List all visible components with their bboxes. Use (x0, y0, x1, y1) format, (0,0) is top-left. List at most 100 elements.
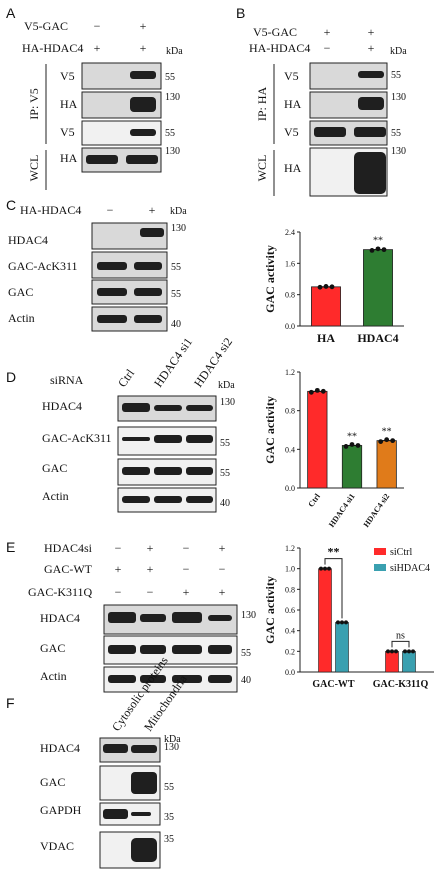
band (134, 288, 162, 296)
band (108, 645, 136, 654)
bar (311, 286, 341, 327)
mw-marker: 55 (391, 70, 401, 81)
panel-e-mark: + (219, 541, 226, 555)
panel-d-kda: kDa (218, 380, 235, 391)
data-point (317, 284, 323, 290)
band (208, 615, 232, 621)
blot-label: V5 (60, 125, 75, 139)
data-point (344, 620, 348, 625)
panel-c-mark: + (149, 203, 156, 217)
band (358, 97, 384, 110)
data-point (308, 389, 314, 395)
band (140, 645, 166, 654)
panel-e-mark: − (115, 541, 122, 555)
panel-e-mark: − (219, 562, 226, 576)
band (208, 645, 232, 654)
panel-d-lane: Ctrl (115, 366, 138, 390)
bar (335, 622, 349, 673)
panel-d-sirna-title: siRNA (50, 373, 84, 387)
mw-marker: 40 (220, 498, 230, 509)
band (140, 228, 164, 237)
band (97, 288, 127, 296)
panel-e-mark: − (183, 541, 190, 555)
panel-b-row-v5-gac: V5-GAC (253, 25, 297, 39)
panel-a-kda: kDa (166, 46, 183, 57)
band (130, 71, 156, 79)
data-point (343, 444, 349, 449)
panel-letter-c: C (6, 197, 16, 213)
blot-f-gapdh (99, 802, 161, 826)
band (131, 772, 157, 794)
band (140, 614, 166, 622)
legend-swatch (374, 564, 386, 571)
panel-d-lane: HDAC4 si1 (151, 335, 195, 390)
panel-d: D siRNA Ctrl HDAC4 si1 HDAC4 si2 kDa HDA… (6, 335, 235, 513)
panel-a: A V5-GAC − + HA-HDAC4 + + kDa IP: V5 WCL… (6, 5, 183, 190)
y-axis-label: GAC activity (263, 396, 277, 464)
mw-marker: 130 (171, 223, 186, 234)
y-tick-label: 0.6 (285, 606, 295, 615)
y-tick-label: 0.0 (285, 484, 295, 493)
chart-e-gac-activity: 0.0 0.2 0.4 0.6 0.8 1.0 1.2 GAC activity ** GAC-W… (263, 544, 434, 690)
y-tick-label: 0.2 (285, 647, 295, 656)
data-point (349, 442, 355, 447)
mw-marker: 55 (164, 782, 174, 793)
mw-marker: 55 (171, 289, 181, 300)
band (131, 812, 151, 816)
mw-marker: 130 (165, 146, 180, 157)
panel-a-mark: + (140, 19, 147, 33)
band (126, 155, 158, 164)
y-tick-label: 1.2 (285, 544, 295, 553)
panel-b-ip-label: IP: HA (255, 87, 269, 122)
band (131, 838, 157, 862)
legend-label: siHDAC4 (390, 563, 430, 574)
data-point (394, 649, 398, 654)
panel-e-mark: + (183, 585, 190, 599)
data-point (327, 566, 331, 571)
panel-e-mark: + (219, 585, 226, 599)
significance-bracket (324, 558, 343, 619)
data-point (323, 566, 327, 571)
mw-marker: 130 (391, 146, 406, 157)
band (154, 435, 182, 443)
mw-marker: 130 (391, 92, 406, 103)
band (122, 467, 150, 475)
data-point (329, 284, 335, 290)
panel-a-row-ha-hdac4: HA-HDAC4 (22, 41, 83, 55)
blot-label: V5 (60, 69, 75, 83)
band (154, 467, 182, 475)
bar (376, 440, 397, 489)
band (108, 612, 136, 623)
panel-e-mark: + (147, 562, 154, 576)
data-point (375, 246, 381, 252)
significance-label: ns (396, 630, 405, 641)
band (97, 262, 127, 270)
blot-label: HA (60, 97, 78, 111)
panel-a-wcl-label: WCL (27, 155, 41, 182)
bar (318, 568, 332, 673)
y-axis-label: GAC activity (263, 245, 277, 313)
panel-e-row-gac-k311q: GAC-K311Q (28, 585, 93, 599)
panel-e: E HDAC4si − + − + GAC-WT + + − − GAC-K31… (6, 539, 256, 693)
data-point (340, 620, 344, 625)
panel-b-row-ha-hdac4: HA-HDAC4 (249, 41, 310, 55)
panel-e-mark: + (147, 541, 154, 555)
band (122, 403, 150, 412)
panel-c-kda: kDa (170, 206, 187, 217)
band (134, 262, 162, 270)
blot-label: HDAC4 (42, 399, 82, 413)
blot-label: HA (284, 97, 302, 111)
y-tick-label: 2.4 (285, 228, 295, 237)
mw-marker: 130 (165, 92, 180, 103)
band (130, 97, 156, 112)
legend-label: siCtrl (390, 547, 412, 558)
data-point (407, 649, 411, 654)
y-tick-label: 0.0 (285, 668, 295, 677)
x-tick-label: GAC-K311Q (373, 679, 429, 690)
band (208, 675, 232, 683)
mw-marker: 35 (164, 812, 174, 823)
blot-label: GAC (40, 641, 65, 655)
data-point (386, 649, 390, 654)
band (134, 315, 162, 323)
significance-label: ** (347, 431, 357, 442)
